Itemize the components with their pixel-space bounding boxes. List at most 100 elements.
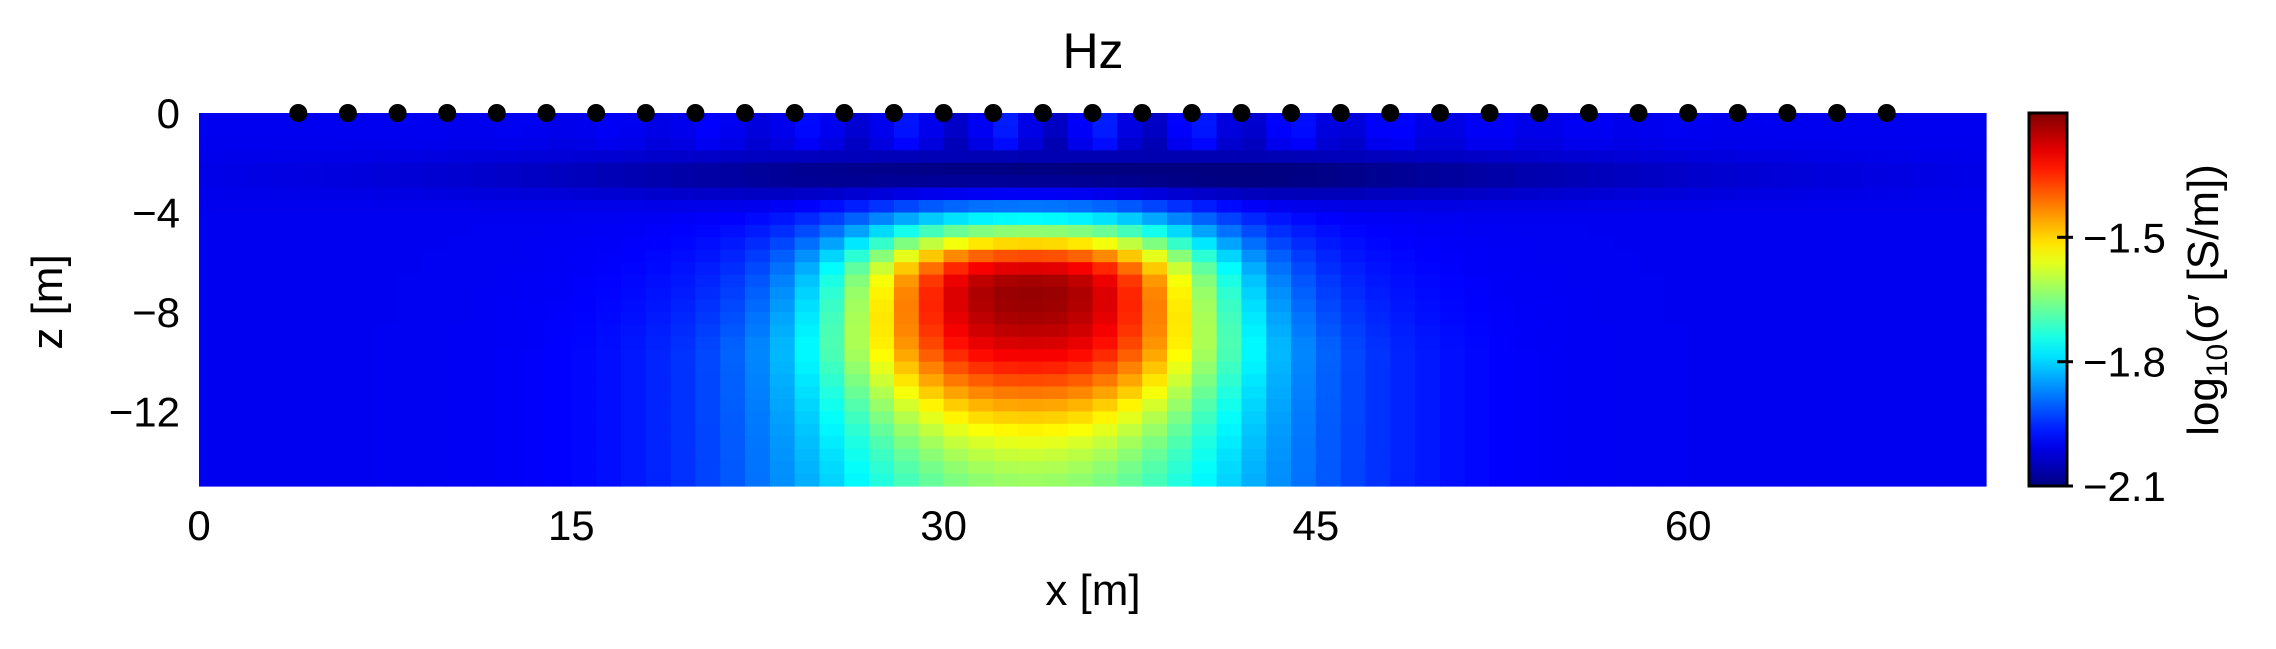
heatmap-cell [472, 262, 498, 276]
heatmap-cell [1688, 187, 1714, 201]
heatmap-cell [620, 287, 647, 301]
heatmap-cell [571, 386, 597, 400]
heatmap-cell [298, 224, 324, 238]
heatmap-cell [1042, 249, 1069, 263]
heatmap-cell [1464, 336, 1491, 350]
heatmap-cell [1390, 473, 1416, 487]
heatmap-cell [893, 423, 920, 437]
heatmap-cell [1762, 386, 1789, 400]
heatmap-cell [422, 187, 448, 201]
heatmap-cell [199, 386, 225, 400]
heatmap-cell [1712, 212, 1739, 226]
heatmap-cell [1787, 398, 1813, 412]
heatmap-cell [1663, 224, 1689, 238]
heatmap-cell [1191, 262, 1218, 276]
heatmap-cell [844, 436, 870, 450]
heatmap-cell [620, 398, 647, 412]
heatmap-cell [1390, 150, 1416, 164]
heatmap-cell [1911, 311, 1937, 325]
x-tick-label: 60 [1665, 502, 1712, 549]
heatmap-cell [819, 398, 845, 412]
heatmap-cell [1390, 249, 1416, 263]
heatmap-cell [1291, 336, 1317, 350]
heatmap-cell [521, 249, 548, 263]
heatmap-cells [199, 113, 1987, 487]
heatmap-cell [695, 461, 721, 475]
colorbar [2027, 111, 2069, 488]
heatmap-cell [372, 336, 399, 350]
heatmap-cell [298, 237, 324, 251]
heatmap-cell [1663, 461, 1689, 475]
heatmap-cell [943, 374, 969, 388]
heatmap-cell [1067, 461, 1094, 475]
heatmap-cell [1365, 162, 1391, 176]
heatmap-cell [1166, 436, 1193, 450]
colorbar-label-rest: (σ′ [S/m]) [2179, 164, 2228, 344]
heatmap-cell [1191, 324, 1218, 338]
heatmap-cell [769, 349, 796, 363]
heatmap-cell [1266, 461, 1292, 475]
heatmap-cell [521, 137, 548, 151]
receiver-point [1232, 104, 1251, 122]
heatmap-cell [769, 361, 796, 375]
heatmap-cell [1886, 262, 1913, 276]
heatmap-cell [1216, 249, 1243, 263]
heatmap-cell [372, 137, 399, 151]
heatmap-cell [1588, 448, 1615, 462]
heatmap-cell [1886, 274, 1913, 288]
receiver-point [1133, 104, 1152, 122]
heatmap-cell [1415, 249, 1441, 263]
heatmap-cell [695, 237, 721, 251]
heatmap-cell [1936, 386, 1962, 400]
heatmap-cell [1340, 262, 1367, 276]
heatmap-cell [1613, 200, 1640, 214]
heatmap-cell [298, 386, 324, 400]
heatmap-cell [893, 287, 920, 301]
heatmap-cell [1439, 200, 1466, 214]
heatmap-cell [819, 274, 845, 288]
heatmap-cell [918, 249, 945, 263]
heatmap-cell [1712, 175, 1739, 189]
heatmap-cell [1315, 324, 1342, 338]
heatmap-cell [472, 212, 498, 226]
heatmap-cell [993, 311, 1019, 325]
heatmap-cell [1439, 349, 1466, 363]
heatmap-cell [1489, 187, 1516, 201]
heatmap-cell [347, 125, 374, 139]
heatmap-cell [372, 436, 399, 450]
heatmap-cell [819, 423, 845, 437]
heatmap-cell [323, 162, 349, 176]
heatmap-cell [1837, 423, 1863, 437]
heatmap-cell [1762, 398, 1789, 412]
heatmap-cell [1886, 212, 1913, 226]
heatmap-cell [1489, 361, 1516, 375]
heatmap-cell [1911, 212, 1937, 226]
heatmap-cell [447, 299, 473, 313]
heatmap-cell [869, 324, 895, 338]
heatmap-cell [1117, 125, 1143, 139]
heatmap-cell [1142, 125, 1168, 139]
heatmap-cell [223, 224, 250, 238]
heatmap-cell [1241, 212, 1267, 226]
heatmap-cell [695, 311, 721, 325]
heatmap-cell [546, 187, 572, 201]
heatmap-cell [1663, 324, 1689, 338]
heatmap-cell [893, 125, 920, 139]
heatmap-cell [1315, 361, 1342, 375]
heatmap-cell [695, 137, 721, 151]
heatmap-cell [1315, 262, 1342, 276]
heatmap-cell [720, 249, 746, 263]
heatmap-cell [546, 150, 572, 164]
heatmap-cell [596, 187, 622, 201]
heatmap-cell [323, 398, 349, 412]
heatmap-cell [1613, 224, 1640, 238]
heatmap-cell [1415, 162, 1441, 176]
heatmap-cell [596, 461, 622, 475]
heatmap-cell [1688, 411, 1714, 425]
heatmap-cell [745, 336, 771, 350]
heatmap-cell [571, 212, 597, 226]
heatmap-cell [1092, 436, 1118, 450]
heatmap-cell [1663, 187, 1689, 201]
heatmap-cell [447, 262, 473, 276]
heatmap-cell [695, 175, 721, 189]
